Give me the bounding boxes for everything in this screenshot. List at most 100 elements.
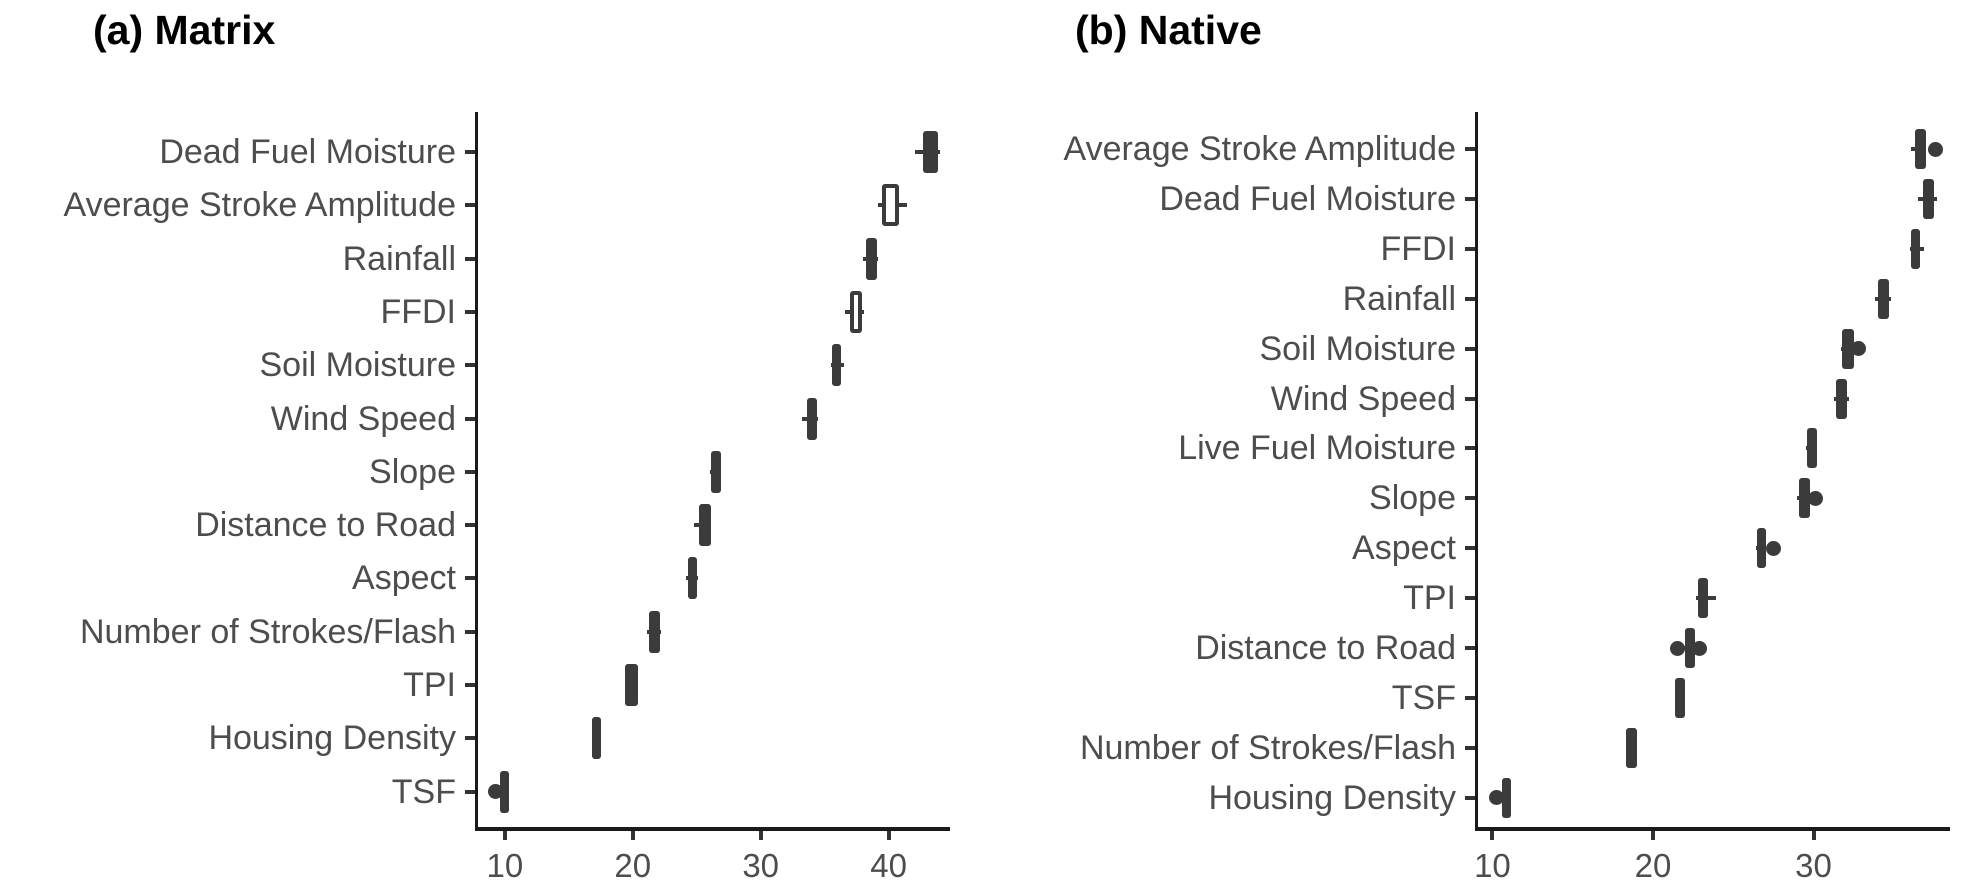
x-tick-label: 20 [1634, 847, 1672, 884]
x-tick [502, 830, 507, 840]
panel-title: (b) Native [1075, 7, 1262, 53]
y-tick [1464, 745, 1475, 750]
category-label: Slope [1369, 479, 1456, 518]
boxplot-box [832, 344, 842, 387]
boxplot-box [591, 717, 601, 760]
category-label: FFDI [380, 292, 456, 331]
y-tick [1464, 496, 1475, 501]
category-label: Rainfall [342, 239, 456, 278]
category-label: Aspect [352, 559, 456, 598]
x-tick-label: 10 [1474, 847, 1511, 884]
boxplot-box [1685, 628, 1695, 668]
panel-native: (b) Native 10 20 30 Average Stroke Amplitud… [991, 0, 1982, 895]
category-label: FFDI [1380, 229, 1456, 268]
category-label: Housing Density [1208, 778, 1456, 817]
boxplot-box [1877, 278, 1889, 319]
outlier-dot [1765, 540, 1781, 556]
x-axis-line [474, 827, 950, 831]
x-tick [630, 830, 635, 840]
boxplot-box [1836, 378, 1848, 419]
boxplot-box [1675, 677, 1686, 718]
boxplot-box [1911, 228, 1921, 269]
boxplot-box [923, 131, 939, 173]
category-label: Number of Strokes/Flash [1079, 728, 1456, 767]
category-label: Number of Strokes/Flash [79, 612, 456, 651]
boxplot-box [806, 397, 817, 440]
y-tick [464, 469, 475, 474]
panel-title: (a) Matrix [93, 7, 276, 53]
boxplot-box [1922, 178, 1934, 219]
y-tick [1464, 196, 1475, 201]
boxplot-box [649, 610, 660, 653]
category-label: Distance to Road [195, 506, 456, 545]
boxplot-box [1842, 328, 1854, 369]
category-label: Dead Fuel Moisture [159, 133, 456, 171]
y-tick [464, 416, 475, 421]
boxplot-box [1914, 129, 1926, 169]
category-label: Live Fuel Moisture [1178, 429, 1456, 468]
category-label: Distance to Road [1195, 629, 1456, 667]
category-label: Aspect [1352, 529, 1456, 568]
x-tick-label: 30 [742, 847, 780, 884]
boxplot-box [499, 770, 509, 813]
y-tick [464, 309, 475, 314]
x-tick-label: 10 [486, 847, 524, 884]
boxplot-box [850, 290, 862, 333]
category-label: TPI [403, 666, 456, 704]
category-label: TSF [391, 772, 456, 811]
boxplot-box [1625, 727, 1637, 768]
y-tick [1464, 695, 1475, 700]
y-tick [464, 789, 475, 794]
x-tick [1811, 830, 1816, 840]
boxplot-box [625, 664, 638, 706]
category-label: Slope [369, 452, 456, 491]
y-tick [464, 576, 475, 581]
y-tick [464, 523, 475, 528]
boxplot-box [699, 504, 711, 547]
y-tick [1464, 646, 1475, 650]
boxplot-box [687, 557, 697, 600]
y-tick [1464, 396, 1475, 401]
outlier-dot [1928, 141, 1944, 157]
x-axis-line [1474, 827, 1950, 831]
y-tick [464, 256, 475, 261]
outlier-dot [1807, 490, 1823, 506]
category-label: TPI [1403, 579, 1456, 618]
outlier-dot [488, 784, 504, 800]
category-label: Dead Fuel Moisture [1159, 179, 1456, 218]
category-label: Wind Speed [1270, 379, 1456, 418]
outlier-dot [1669, 640, 1685, 656]
y-tick [1464, 546, 1475, 551]
x-tick-label: 40 [870, 847, 907, 884]
boxplot-box [710, 450, 722, 493]
y-tick [464, 683, 475, 687]
y-tick [464, 736, 475, 741]
y-tick [1464, 147, 1475, 151]
outlier-dot [1850, 341, 1866, 357]
panel-matrix: (a) Matrix 10 20 30 40 Dead Fuel Moisture Ave… [63, 7, 950, 884]
boxplot-box [865, 237, 878, 280]
y-axis-line [474, 112, 478, 830]
y-tick [464, 203, 475, 208]
category-label: TSF [1391, 678, 1456, 717]
boxplot-box [1799, 478, 1811, 519]
y-tick [464, 150, 475, 154]
category-label: Soil Moisture [1259, 329, 1456, 368]
x-tick [1650, 830, 1655, 840]
category-label: Rainfall [1342, 279, 1456, 318]
y-tick [1464, 795, 1475, 800]
boxplot-box [1502, 777, 1512, 818]
outlier-dot [1488, 790, 1504, 806]
x-tick [1490, 830, 1495, 840]
y-tick [1464, 296, 1475, 301]
boxplot-box [1757, 528, 1767, 569]
category-label: Average Stroke Amplitude [63, 186, 457, 225]
x-tick-label: 20 [614, 847, 652, 884]
y-axis-line [1474, 112, 1478, 830]
x-tick-label: 30 [1795, 847, 1832, 884]
outlier-dot [1692, 640, 1708, 656]
y-tick [464, 629, 475, 634]
y-tick [464, 363, 475, 368]
category-label: Housing Density [208, 719, 456, 758]
boxplot-box [1697, 578, 1708, 619]
